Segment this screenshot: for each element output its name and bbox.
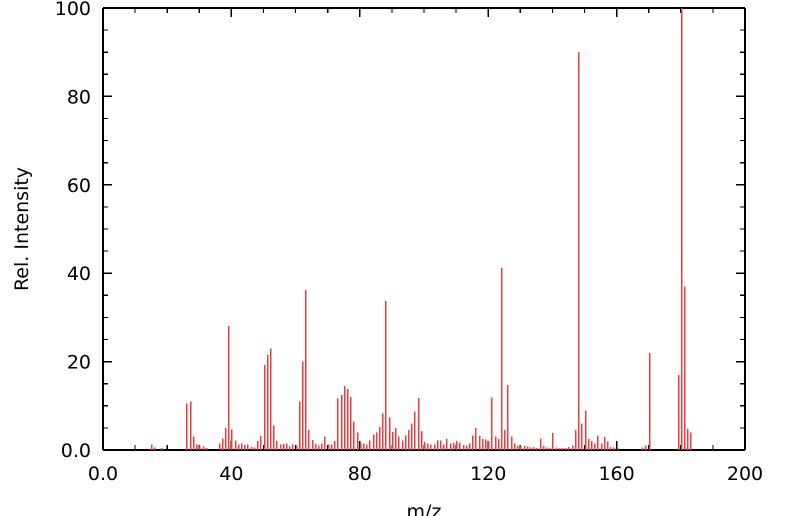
y-tick-label: 20 bbox=[67, 352, 91, 374]
axis-labels-group: 0.0 40 80 120 160 200 0.0 20 40 60 80 100 m/z Rel. In… bbox=[11, 0, 763, 516]
spectrum-series bbox=[150, 8, 692, 450]
x-tick-label: 40 bbox=[219, 463, 243, 485]
y-tick-label: 0.0 bbox=[61, 440, 91, 462]
x-tick-label: 0.0 bbox=[88, 463, 118, 485]
y-tick-label: 100 bbox=[55, 0, 91, 20]
x-tick-label: 160 bbox=[598, 463, 634, 485]
y-axis-title: Rel. Intensity bbox=[11, 167, 33, 291]
x-tick-label: 200 bbox=[727, 463, 763, 485]
y-tick-label: 80 bbox=[67, 86, 91, 108]
x-axis-title: m/z bbox=[407, 501, 442, 516]
x-tick-label: 80 bbox=[348, 463, 372, 485]
x-tick-label: 120 bbox=[470, 463, 506, 485]
axes-group bbox=[102, 7, 746, 451]
y-tick-label: 40 bbox=[67, 263, 91, 285]
y-tick-label: 60 bbox=[67, 175, 91, 197]
